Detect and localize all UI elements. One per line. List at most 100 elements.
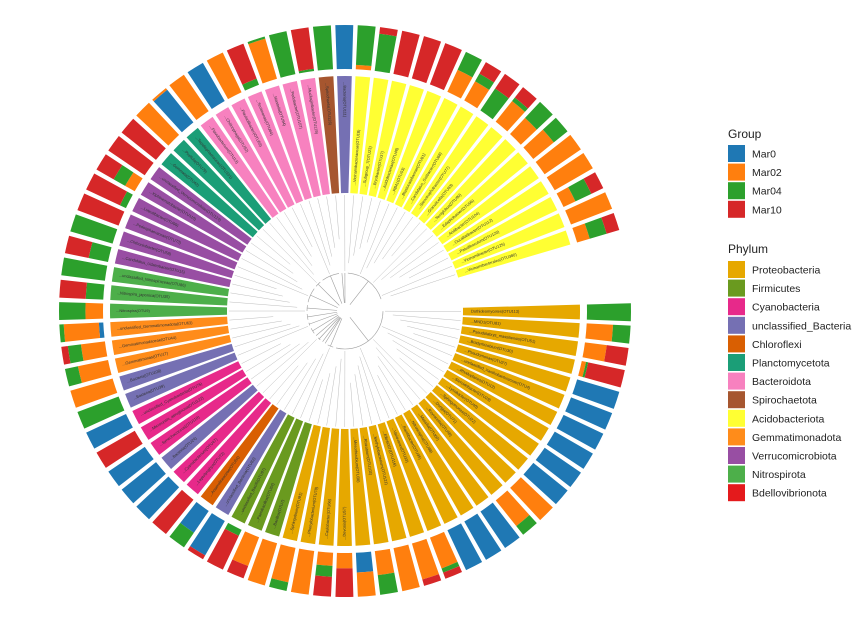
tree-stem — [307, 311, 338, 318]
phylum-cell — [377, 85, 424, 200]
group-segment — [70, 214, 118, 244]
group-segment — [556, 187, 576, 208]
tip-label: ...Nitrospira(OTU9) — [116, 308, 150, 313]
tip-label: ...Bacteria(OTU111) — [342, 82, 347, 118]
group-segment — [190, 513, 225, 556]
group-segment — [64, 235, 93, 259]
group-segment — [298, 68, 315, 74]
phylum-cell — [265, 421, 312, 537]
phylum-cell — [425, 392, 516, 483]
phylum-cell — [111, 267, 230, 297]
tree-branch — [413, 333, 456, 348]
group-segment — [510, 477, 553, 521]
tree-branch — [390, 242, 439, 279]
group-segment — [290, 27, 314, 72]
phylum-cell — [448, 361, 558, 425]
phylum-cell — [119, 231, 234, 279]
phylum-cell — [452, 353, 565, 409]
tree-branch — [234, 325, 300, 348]
tree-branch — [350, 382, 355, 427]
tip-label: Dothideomycetes(OTU113) — [471, 309, 520, 314]
group-segment — [169, 74, 209, 121]
tree-branch — [399, 357, 434, 387]
tip-label: ...Spirochaeta(OTU126) — [324, 83, 332, 126]
tree-stem — [324, 317, 342, 344]
phylum-cell — [377, 422, 425, 537]
phylum-cell — [150, 167, 252, 245]
phylum-legend-title: Phylum — [728, 242, 768, 256]
tree-branch — [335, 195, 340, 240]
group-segment — [59, 302, 86, 321]
tree-stem — [349, 280, 369, 305]
group-segment — [224, 522, 242, 536]
tree-branch — [400, 319, 460, 330]
tree-branch — [250, 343, 300, 380]
group-segment — [61, 346, 71, 365]
group-segment — [582, 342, 607, 362]
tree-branch — [357, 365, 373, 424]
phylum-cell — [109, 303, 228, 319]
phylum-legend-label: Planctomycetota — [752, 358, 830, 370]
group-segment — [113, 165, 134, 186]
phylum-cell — [161, 384, 258, 470]
phylum-legend-swatch — [728, 354, 745, 371]
phylum-cell — [437, 377, 539, 456]
phylum-cell — [368, 424, 407, 542]
tree-branch — [359, 198, 373, 249]
group-segment — [247, 36, 266, 45]
phylum-legend-label: Spirochaetota — [752, 395, 817, 407]
group-segment — [447, 523, 483, 571]
phylum-legend-label: Firmicutes — [752, 283, 800, 295]
group-segment — [583, 172, 604, 194]
group-segment — [556, 414, 604, 450]
phylum-legend-swatch — [728, 391, 745, 409]
group-segment — [85, 282, 105, 300]
tree-branch — [234, 274, 277, 290]
phylum-cell — [418, 398, 503, 495]
tree-branch — [359, 203, 390, 275]
tree-stem — [310, 294, 338, 308]
tree-stem — [317, 283, 340, 306]
group-segment — [61, 257, 108, 281]
group-segment — [77, 396, 125, 429]
group-segment — [523, 129, 554, 159]
phylum-cell — [462, 317, 580, 338]
phylum-cell — [350, 428, 371, 546]
group-segment — [514, 87, 537, 109]
group-segment — [335, 25, 354, 70]
group-segment — [546, 431, 593, 469]
phylum-cell — [350, 76, 371, 194]
group-segment — [525, 101, 553, 130]
group-segment — [268, 31, 296, 78]
tree-branch — [381, 235, 434, 280]
group-segment — [206, 52, 242, 100]
phylum-cell — [425, 139, 516, 230]
phylum-cell — [386, 90, 442, 204]
tree-branch — [375, 347, 421, 400]
phylogenetic-tree — [228, 194, 462, 428]
group-segment — [85, 302, 104, 320]
group-segment — [582, 361, 589, 378]
phylum-legend-swatch — [728, 428, 745, 446]
phylum-cell — [215, 409, 287, 515]
group-segment — [480, 502, 520, 549]
tip-label: ...unclassified_Gemmatimonadota(OTU63) — [116, 320, 193, 331]
phylum-ring — [109, 76, 580, 546]
group-segment — [312, 25, 334, 71]
tree-branch — [377, 356, 414, 406]
tree-branch — [348, 195, 355, 264]
phylum-cell — [403, 106, 474, 213]
group-segment — [77, 193, 125, 226]
phylum-cell — [318, 76, 340, 194]
phylum-cell — [247, 418, 304, 531]
tree-branch — [245, 250, 298, 283]
tree-clade-arc — [315, 281, 321, 287]
tree-branch — [408, 257, 449, 279]
phylum-legend-swatch — [728, 465, 745, 483]
group-segment — [374, 548, 395, 576]
group-segment — [565, 397, 613, 430]
group-segment — [585, 323, 614, 342]
phylum-legend-swatch — [728, 372, 745, 390]
group-segment — [512, 97, 528, 112]
